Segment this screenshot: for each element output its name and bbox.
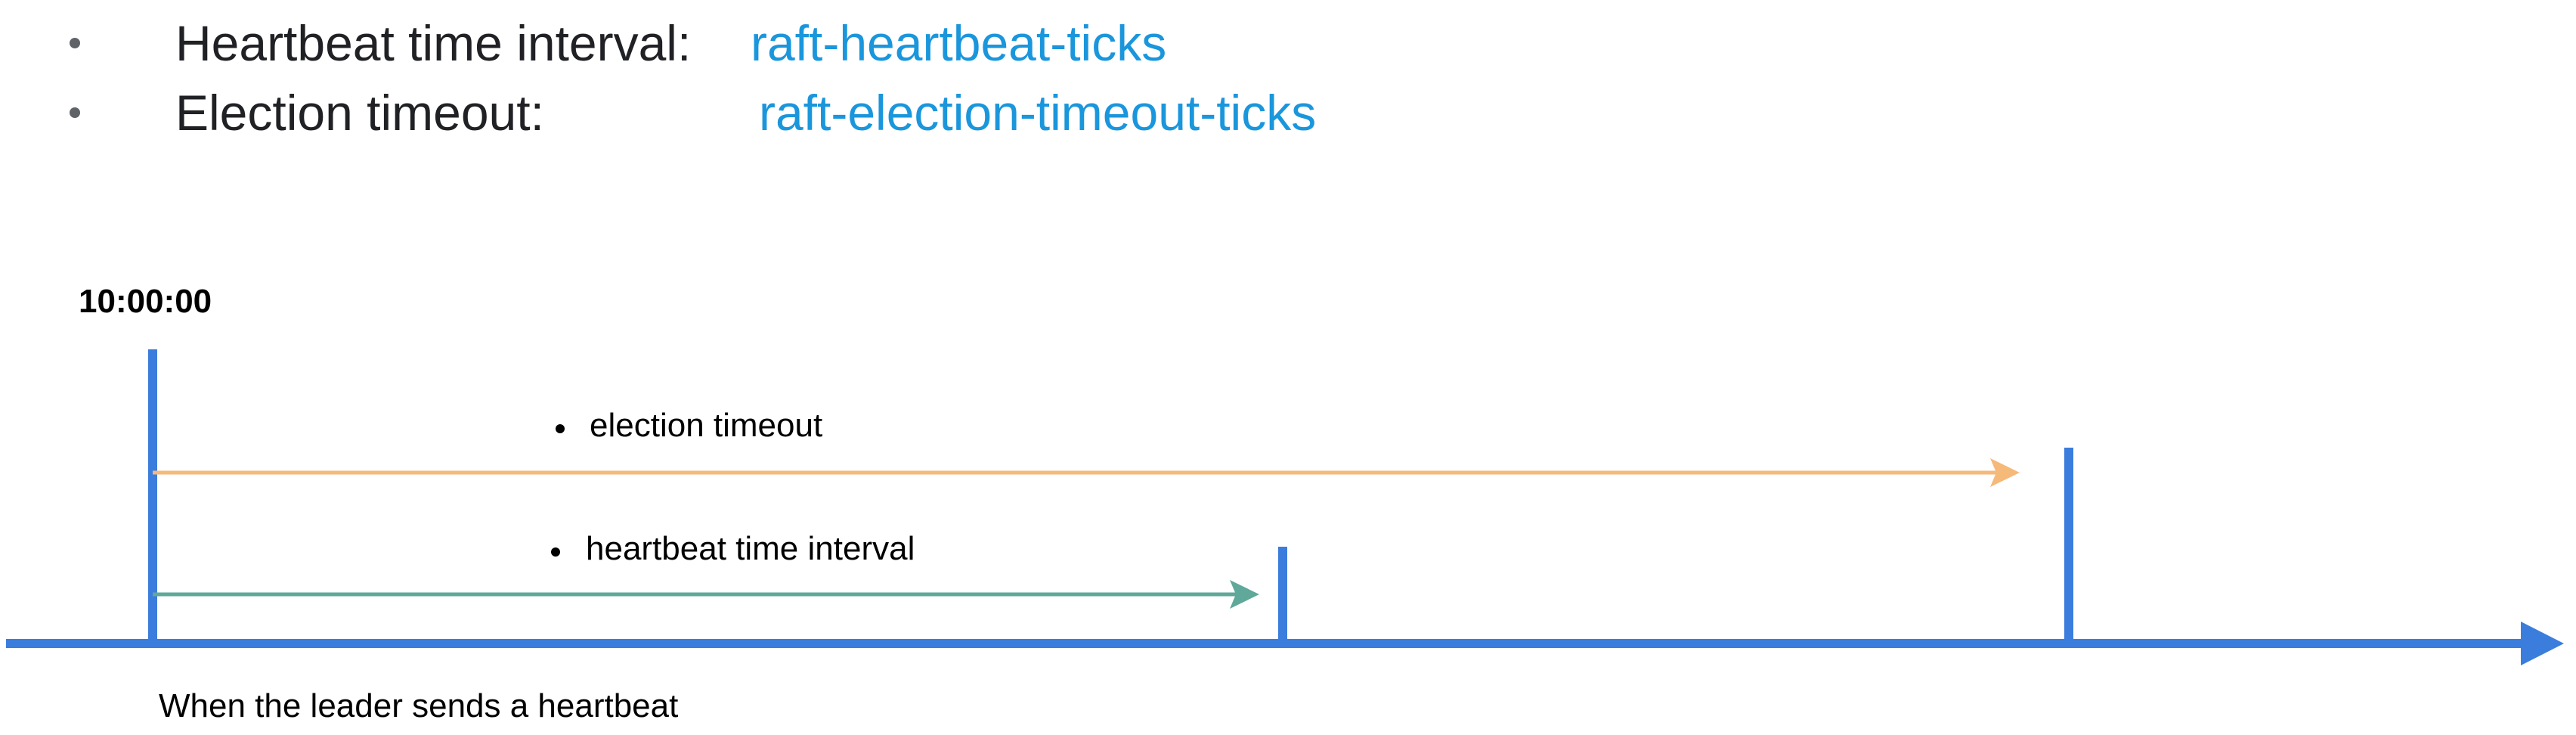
election-timeout-arrowhead [1990,458,2020,487]
bullet-election-timeout: Election timeout: raft-election-timeout-… [0,79,2576,147]
bullet-dot [551,547,560,557]
bullet-dot [70,107,80,118]
param-election-timeout-ticks: raft-election-timeout-ticks [759,85,1317,141]
bullet-dot [70,38,80,48]
bullet-label-heartbeat: Heartbeat time interval: [175,15,692,71]
param-heartbeat-ticks: raft-heartbeat-ticks [751,15,1167,71]
heartbeat-interval-arrowhead [1230,580,1259,609]
bullet-dot [556,424,565,433]
bullet-label-election: Election timeout: [175,85,544,141]
heartbeat-interval-label: heartbeat time interval [586,530,915,567]
election-timeout-label: election timeout [590,407,822,444]
start-time-label: 10:00:00 [79,283,212,320]
leader-heartbeat-caption: When the leader sends a heartbeat [159,687,678,724]
bullet-heartbeat-interval: Heartbeat time interval: raft-heartbeat-… [0,9,2576,77]
time-axis-arrowhead [2521,622,2564,665]
